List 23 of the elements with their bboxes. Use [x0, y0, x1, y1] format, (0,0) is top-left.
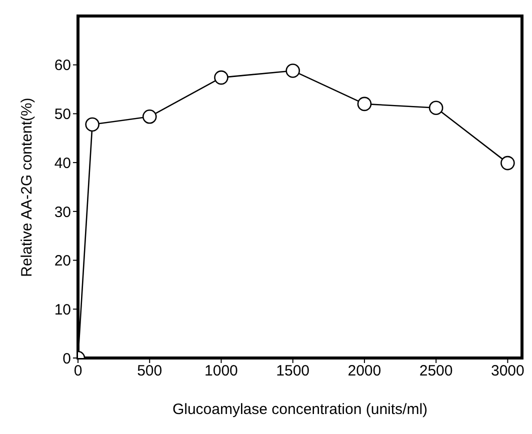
y-axis-title: Relative AA-2G content(%) — [18, 98, 36, 277]
y-tick-label: 40 — [54, 154, 71, 172]
y-tick-label: 20 — [54, 252, 71, 270]
point — [500, 156, 515, 170]
x-tick-label: 3000 — [490, 362, 524, 380]
y-tick-label: 50 — [54, 106, 71, 124]
y-tick-label: 0 — [62, 350, 71, 368]
x-tick-label: 500 — [137, 362, 162, 380]
x-tick-label: 2000 — [348, 362, 382, 380]
point — [85, 117, 100, 132]
y-tick-label: 30 — [54, 204, 71, 221]
point — [286, 64, 300, 78]
point — [428, 100, 444, 115]
x-tick-label: 2500 — [419, 362, 453, 380]
x-tick-label: 0 — [74, 362, 82, 380]
point — [214, 70, 228, 85]
y-tick-label: 10 — [54, 301, 71, 318]
y-tick-label: 60 — [54, 57, 71, 74]
x-tick-label: 1000 — [204, 362, 238, 380]
point — [142, 109, 157, 124]
x-tick-label: 1500 — [276, 362, 310, 380]
point — [357, 96, 372, 112]
x-axis-title: Glucoamylase concentration (units/ml) — [172, 401, 428, 418]
